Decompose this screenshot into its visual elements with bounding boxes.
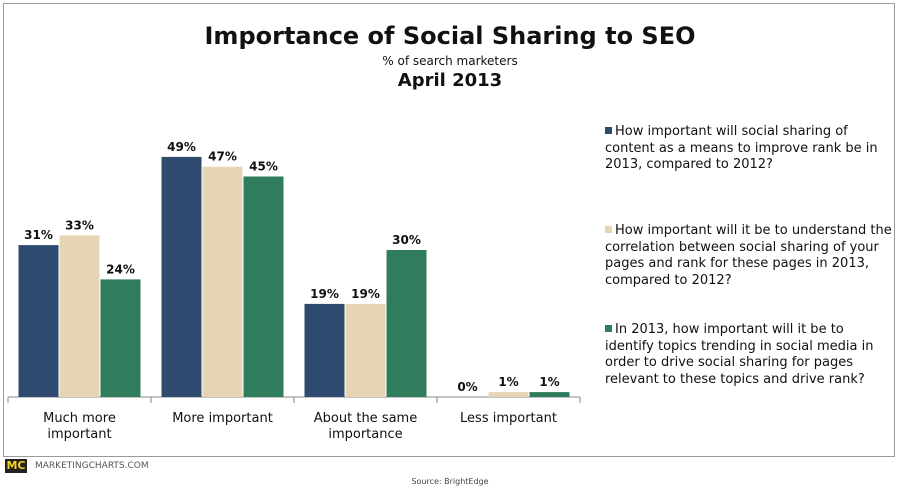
data-label: 47%	[208, 150, 237, 164]
legend-label: In 2013, how important will it be to ide…	[605, 322, 874, 387]
legend-swatch	[605, 325, 612, 332]
bar	[529, 392, 570, 397]
bar	[488, 392, 529, 397]
data-label: 31%	[24, 228, 53, 242]
chart-title: Importance of Social Sharing to SEO	[204, 22, 696, 50]
chart-subtitle: % of search marketers	[382, 54, 518, 68]
data-label: 30%	[392, 233, 421, 247]
chart-frame	[3, 3, 895, 457]
data-label: 49%	[167, 140, 196, 154]
data-label: 0%	[457, 380, 477, 394]
bar	[304, 303, 345, 397]
legend-swatch	[605, 226, 612, 233]
chart-date: April 2013	[397, 70, 503, 91]
data-label: 19%	[351, 287, 380, 301]
data-label: 24%	[106, 262, 135, 276]
bar	[202, 166, 243, 397]
bar	[59, 235, 100, 397]
category-label: About the same	[314, 411, 417, 426]
data-label: 1%	[498, 375, 518, 389]
data-label: 19%	[310, 287, 339, 301]
legend-swatch	[605, 127, 612, 134]
marketingcharts-logo: MC	[5, 459, 27, 473]
brand-text: MARKETINGCHARTS.COM	[35, 461, 149, 471]
category-label: important	[47, 427, 111, 442]
bar	[161, 156, 202, 397]
bar	[345, 303, 386, 397]
category-label: importance	[328, 427, 402, 442]
category-label: More important	[172, 411, 273, 426]
bar	[243, 176, 284, 397]
legend-item-1: How important will social sharing of con…	[605, 124, 895, 174]
legend-item-2: How important will it be to understand t…	[605, 223, 895, 289]
source-text: Source: BrightEdge	[411, 477, 489, 486]
category-label: Less important	[460, 411, 557, 426]
data-label: 1%	[539, 375, 559, 389]
bar	[386, 250, 427, 397]
legend-label: How important will it be to understand t…	[605, 223, 892, 288]
data-label: 33%	[65, 218, 94, 232]
legend-label: How important will social sharing of con…	[605, 124, 878, 172]
data-label: 45%	[249, 160, 278, 174]
bar	[18, 245, 59, 397]
category-label: Much more	[43, 411, 116, 426]
bar	[100, 279, 141, 397]
legend-item-3: In 2013, how important will it be to ide…	[605, 322, 895, 388]
